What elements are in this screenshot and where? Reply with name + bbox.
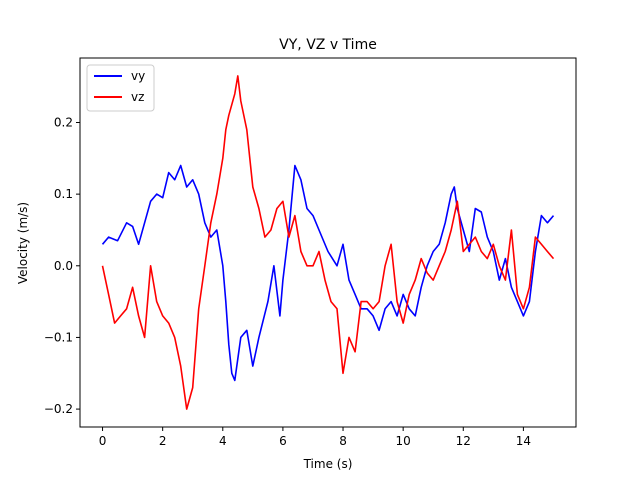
- y-axis-label: Velocity (m/s): [16, 202, 30, 284]
- legend-label-vy: vy: [131, 69, 145, 83]
- chart-title: VY, VZ v Time: [279, 37, 377, 53]
- y-tick-label: −0.1: [44, 330, 73, 344]
- x-tick-label: 12: [456, 434, 471, 448]
- y-tick-label: 0.1: [54, 187, 73, 201]
- series-layer: [101, 75, 555, 410]
- y-tick-label: 0.0: [54, 259, 73, 273]
- x-tick-label: 0: [99, 434, 107, 448]
- x-tick-label: 4: [219, 434, 227, 448]
- series-line-vy: [101, 164, 555, 382]
- x-tick-label: 10: [396, 434, 411, 448]
- legend-label-vz: vz: [131, 90, 144, 104]
- x-tick-label: 14: [516, 434, 531, 448]
- x-tick-label: 6: [279, 434, 287, 448]
- ticks-layer: 0 2 4 6 8 10 12 14 −0.2 −0.1 0.0 0.1 0.2: [44, 115, 531, 448]
- x-tick-label: 2: [159, 434, 167, 448]
- y-tick-label: −0.2: [44, 402, 73, 416]
- x-axis-label: Time (s): [303, 457, 353, 471]
- plot-area: [79, 57, 577, 428]
- legend: vy vz: [86, 64, 155, 112]
- y-tick-label: 0.2: [54, 115, 73, 129]
- x-tick-label: 8: [339, 434, 347, 448]
- axes-frame: [79, 57, 577, 428]
- series-line-vz: [101, 75, 555, 410]
